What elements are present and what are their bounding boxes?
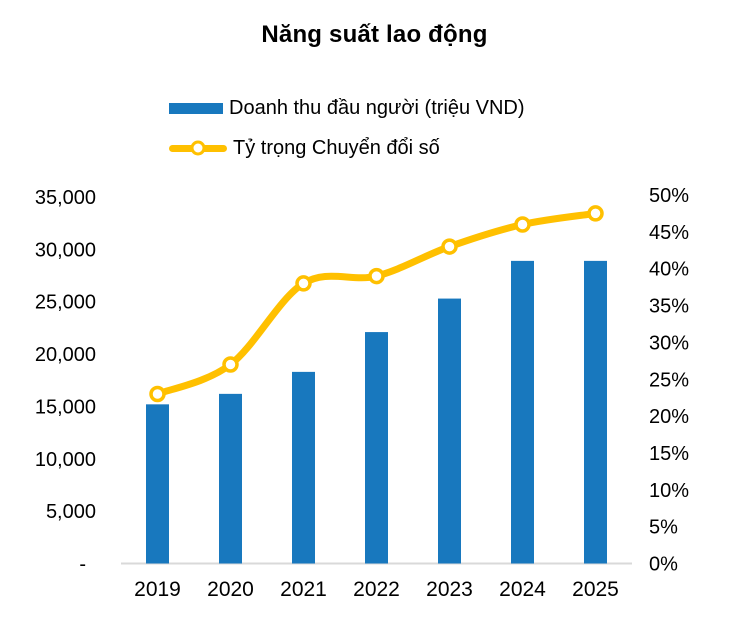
right-axis-tick: 25% <box>649 369 689 391</box>
bar-2025 <box>584 260 607 564</box>
marker-2021 <box>295 275 312 292</box>
bar-2023 <box>438 298 461 564</box>
right-axis-tick: 20% <box>649 406 689 428</box>
left-axis-tick: 15,000 <box>35 396 96 418</box>
left-axis-tick: 30,000 <box>35 239 96 261</box>
marker-2020 <box>222 356 239 373</box>
legend: Doanh thu đầu người (triệu VND) Tỷ trọng… <box>169 88 525 168</box>
right-axis-labels: 0% 5% 10% 15% 20% 25% 30% 35% 40% 45% 50% <box>649 185 689 576</box>
bar-2022 <box>365 332 388 564</box>
marker-2025 <box>587 205 604 222</box>
left-axis-tick: 10,000 <box>35 449 96 471</box>
bar-series <box>146 260 607 564</box>
right-axis-tick: 40% <box>649 259 689 281</box>
line-marker-icon <box>190 140 206 156</box>
x-axis-tick-2020: 2020 <box>207 578 254 601</box>
bar-swatch-icon <box>169 102 223 114</box>
x-axis-tick-2024: 2024 <box>499 578 546 601</box>
left-axis-tick: 35,000 <box>35 187 96 209</box>
left-axis-tick: 20,000 <box>35 344 96 366</box>
x-axis-tick-2022: 2022 <box>353 578 400 601</box>
x-axis-labels: 2019 2020 2021 2022 2023 2024 2025 <box>134 578 619 601</box>
right-axis-tick: 35% <box>649 296 689 318</box>
right-axis-tick: 10% <box>649 480 689 502</box>
x-axis-tick-2023: 2023 <box>426 578 473 601</box>
bar-2021 <box>292 371 315 564</box>
right-axis-tick: 45% <box>649 222 689 244</box>
x-axis-tick-2019: 2019 <box>134 578 181 601</box>
left-axis-tick: 25,000 <box>35 292 96 314</box>
line-swatch-icon <box>169 140 227 156</box>
chart-title: Năng suất lao động <box>261 21 488 48</box>
x-axis-tick-2021: 2021 <box>280 578 327 601</box>
legend-bar-label: Doanh thu đầu người (triệu VND) <box>229 96 525 119</box>
left-axis-tick: 5,000 <box>46 501 96 523</box>
left-axis-labels: - 5,000 10,000 15,000 20,000 25,000 30,000 35,0… <box>35 187 96 576</box>
right-axis-tick: 5% <box>649 517 678 539</box>
legend-item-line: Tỷ trọng Chuyển đổi số <box>169 128 525 168</box>
right-axis-tick: 30% <box>649 332 689 354</box>
bar-2024 <box>511 260 534 564</box>
legend-item-bar: Doanh thu đầu người (triệu VND) <box>169 88 525 128</box>
bar-2020 <box>219 393 242 564</box>
right-axis-tick: 50% <box>649 185 689 207</box>
x-axis-tick-2025: 2025 <box>572 578 619 601</box>
left-axis-tick: - <box>79 554 86 576</box>
right-axis-tick: 0% <box>649 554 678 576</box>
marker-2023 <box>441 238 458 255</box>
legend-line-label: Tỷ trọng Chuyển đổi số <box>233 136 440 159</box>
marker-2019 <box>149 385 166 403</box>
line-markers <box>149 205 604 403</box>
marker-2024 <box>514 216 531 233</box>
marker-2022 <box>368 267 385 285</box>
bar-2019 <box>146 404 169 564</box>
right-axis-tick: 15% <box>649 443 689 465</box>
